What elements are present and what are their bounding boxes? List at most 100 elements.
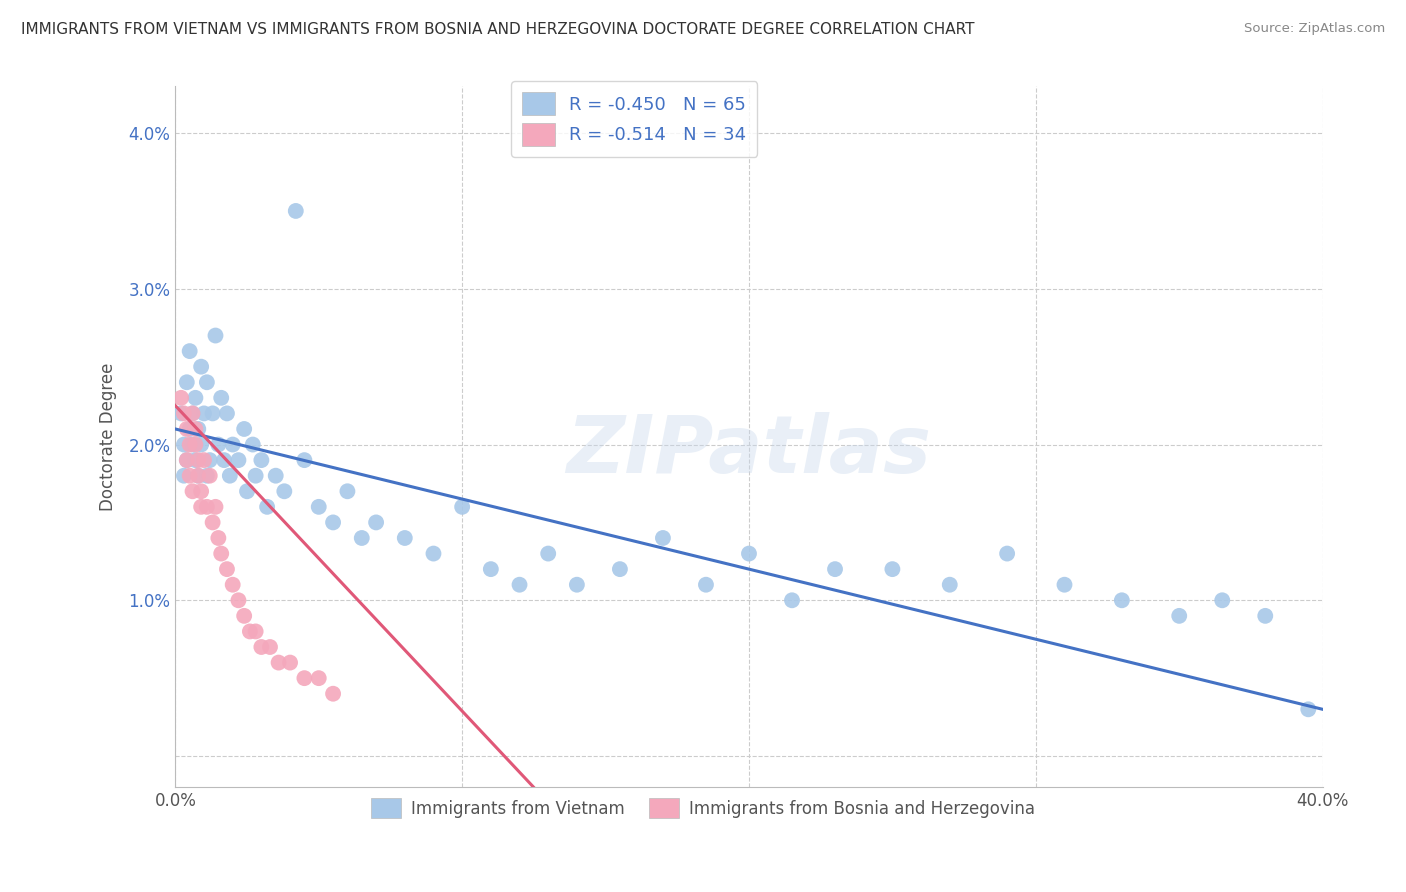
Point [179,468,201,483]
Point [209,391,232,405]
Point [239,624,262,639]
Point [176,422,198,436]
Point [195,468,218,483]
Point [193,453,215,467]
Point [824,562,846,576]
Point [176,453,198,467]
Point [181,484,204,499]
Point [193,406,215,420]
Point [422,547,444,561]
Point [190,437,212,451]
Point [242,437,264,451]
Point [176,453,198,467]
Point [294,453,316,467]
Point [780,593,803,607]
Point [565,578,588,592]
Point [294,671,316,685]
Text: ZIPatlas: ZIPatlas [567,412,932,490]
Point [939,578,962,592]
Point [479,562,502,576]
Point [195,500,218,514]
Point [184,422,207,436]
Point [179,422,201,436]
Point [738,547,761,561]
Point [509,578,531,592]
Point [228,593,250,607]
Point [394,531,416,545]
Point [181,437,204,451]
Point [537,547,560,561]
Point [236,484,259,499]
Point [1254,608,1277,623]
Point [190,500,212,514]
Point [322,687,344,701]
Point [207,531,229,545]
Point [350,531,373,545]
Point [882,562,904,576]
Point [250,640,273,654]
Text: Source: ZipAtlas.com: Source: ZipAtlas.com [1244,22,1385,36]
Point [198,453,221,467]
Point [187,453,209,467]
Point [233,608,256,623]
Point [184,391,207,405]
Point [222,578,245,592]
Point [1053,578,1076,592]
Point [451,500,474,514]
Point [173,437,195,451]
Point [264,468,287,483]
Point [179,344,201,359]
Point [187,468,209,483]
Point [995,547,1018,561]
Point [184,437,207,451]
Point [366,516,388,530]
Point [170,406,193,420]
Point [204,500,226,514]
Point [245,468,267,483]
Y-axis label: Doctorate Degree: Doctorate Degree [100,362,117,511]
Point [198,468,221,483]
Point [1168,608,1191,623]
Point [187,468,209,483]
Point [308,500,330,514]
Point [1298,702,1320,716]
Point [267,656,290,670]
Point [259,640,281,654]
Point [176,376,198,390]
Point [308,671,330,685]
Point [250,453,273,467]
Point [273,484,295,499]
Point [170,391,193,405]
Point [609,562,631,576]
Point [181,406,204,420]
Point [222,437,245,451]
Point [201,516,224,530]
Point [233,422,256,436]
Point [181,406,204,420]
Point [695,578,717,592]
Point [228,453,250,467]
Point [195,376,218,390]
Point [245,624,267,639]
Point [187,422,209,436]
Point [284,203,307,218]
Point [218,468,240,483]
Point [179,437,201,451]
Point [173,468,195,483]
Point [212,453,235,467]
Point [336,484,359,499]
Point [652,531,675,545]
Point [184,453,207,467]
Point [1111,593,1133,607]
Point [204,328,226,343]
Point [173,406,195,420]
Point [190,359,212,374]
Legend: Immigrants from Vietnam, Immigrants from Bosnia and Herzegovina: Immigrants from Vietnam, Immigrants from… [364,792,1042,824]
Point [1211,593,1233,607]
Point [215,406,238,420]
Point [322,516,344,530]
Point [215,562,238,576]
Point [278,656,301,670]
Text: IMMIGRANTS FROM VIETNAM VS IMMIGRANTS FROM BOSNIA AND HERZEGOVINA DOCTORATE DEGR: IMMIGRANTS FROM VIETNAM VS IMMIGRANTS FR… [21,22,974,37]
Point [190,484,212,499]
